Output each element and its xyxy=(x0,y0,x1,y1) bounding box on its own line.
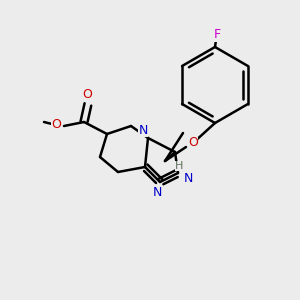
Text: F: F xyxy=(213,28,220,41)
Text: N: N xyxy=(138,124,148,136)
Text: O: O xyxy=(188,136,198,149)
Text: O: O xyxy=(51,118,61,131)
Text: O: O xyxy=(82,88,92,101)
Text: H: H xyxy=(175,161,183,171)
Text: N: N xyxy=(152,185,162,199)
Text: N: N xyxy=(183,172,193,184)
